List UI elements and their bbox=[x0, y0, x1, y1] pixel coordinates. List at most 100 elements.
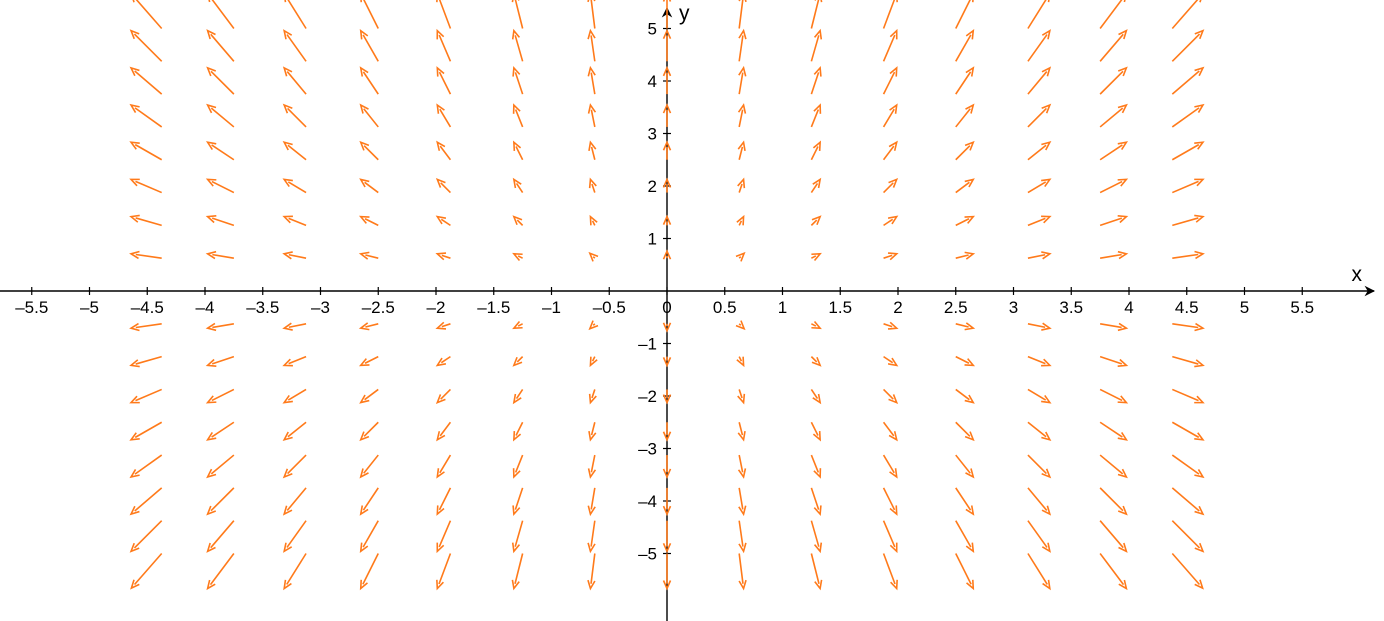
vector-arrow bbox=[739, 455, 742, 472]
vector-arrow bbox=[739, 257, 741, 259]
vector-arrow bbox=[1028, 422, 1046, 437]
vector-arrow bbox=[811, 35, 818, 61]
vector-arrow bbox=[1028, 108, 1046, 126]
vector-arrow bbox=[956, 72, 971, 94]
vector-arrow bbox=[365, 182, 379, 192]
vector-arrow bbox=[211, 71, 234, 94]
vector-arrow bbox=[739, 221, 741, 225]
vector-arrow bbox=[440, 455, 451, 473]
vector-arrow bbox=[884, 455, 895, 473]
vector-arrow bbox=[363, 521, 378, 547]
x-tick-label: 3.5 bbox=[1059, 298, 1083, 317]
vector-arrow bbox=[593, 324, 595, 326]
vector-arrow bbox=[212, 145, 234, 160]
vector-arrow bbox=[1028, 521, 1047, 548]
vector-arrow bbox=[211, 108, 234, 127]
x-tick-label: –3 bbox=[311, 298, 330, 317]
vector-arrow bbox=[884, 219, 893, 225]
vector-arrow bbox=[1100, 357, 1122, 364]
vector-arrow bbox=[1172, 324, 1198, 328]
vector-arrow bbox=[1028, 488, 1047, 511]
vector-arrow bbox=[515, 554, 523, 584]
vector-arrow bbox=[884, 389, 894, 399]
y-tick-label: –4 bbox=[638, 492, 657, 511]
y-tick-label: 3 bbox=[648, 125, 657, 144]
vector-arrow bbox=[439, 521, 450, 547]
vector-arrow bbox=[1100, 488, 1123, 511]
vector-arrow bbox=[518, 324, 522, 326]
vector-arrow bbox=[517, 183, 523, 192]
vector-arrow bbox=[364, 109, 379, 127]
vector-arrow bbox=[135, 389, 161, 400]
vector-arrow bbox=[365, 324, 378, 327]
vector-arrow bbox=[441, 357, 450, 363]
vector-arrow bbox=[1172, 34, 1199, 61]
x-tick-label: 2.5 bbox=[944, 298, 968, 317]
x-tick-label: –5 bbox=[80, 298, 99, 317]
vector-arrow bbox=[811, 554, 819, 584]
vector-arrow bbox=[515, 35, 522, 61]
vector-arrow bbox=[1100, 389, 1122, 400]
x-tick-label: 5.5 bbox=[1290, 298, 1314, 317]
vector-arrow bbox=[592, 389, 595, 398]
vector-arrow bbox=[516, 455, 523, 472]
y-tick-label: –2 bbox=[638, 387, 657, 406]
vector-arrow bbox=[956, 554, 971, 585]
y-tick-label: 1 bbox=[648, 230, 657, 249]
x-tick-label: –2 bbox=[427, 298, 446, 317]
vector-arrow bbox=[1172, 422, 1198, 437]
vector-arrow bbox=[515, 0, 523, 28]
vector-arrow bbox=[363, 488, 378, 510]
vector-arrow bbox=[811, 422, 818, 435]
vector-arrow bbox=[1028, 0, 1047, 28]
vector-arrow bbox=[136, 254, 162, 258]
vector-arrow bbox=[739, 488, 743, 510]
vector-arrow bbox=[811, 488, 818, 510]
vector-arrow bbox=[1100, 71, 1123, 94]
vector-arrow bbox=[439, 488, 450, 510]
vector-arrow bbox=[811, 455, 818, 472]
vector-arrow bbox=[439, 72, 450, 94]
vector-arrow bbox=[884, 35, 895, 61]
vector-arrow bbox=[364, 455, 379, 473]
vector-arrow bbox=[287, 72, 306, 95]
vector-arrow bbox=[739, 147, 742, 160]
y-tick-label: 4 bbox=[648, 72, 657, 91]
vector-arrow bbox=[591, 554, 595, 584]
vector-arrow bbox=[811, 256, 815, 258]
vector-arrow bbox=[135, 0, 162, 29]
vector-arrow bbox=[884, 324, 893, 327]
vector-arrow bbox=[135, 108, 162, 127]
vector-arrow bbox=[518, 256, 522, 258]
vector-arrow bbox=[212, 255, 234, 259]
vector-arrow bbox=[1028, 182, 1046, 193]
vector-arrow bbox=[1172, 218, 1198, 225]
vector-arrow bbox=[439, 0, 450, 28]
vector-arrow bbox=[442, 255, 451, 258]
vector-arrow bbox=[956, 219, 969, 226]
vector-arrow bbox=[956, 109, 971, 127]
x-tick-label: –1.5 bbox=[477, 298, 510, 317]
vector-arrow bbox=[956, 389, 970, 399]
vector-field-chart: xy–5.5–5–4.5–4–3.5–3–2.5–2–1.5–1–0.500.5… bbox=[0, 0, 1384, 621]
x-tick-label: –4.5 bbox=[131, 298, 164, 317]
vector-arrow bbox=[591, 488, 595, 510]
vector-arrow bbox=[956, 455, 971, 473]
vector-arrow bbox=[135, 181, 161, 192]
vector-arrow bbox=[1100, 108, 1123, 127]
vector-arrow bbox=[288, 455, 306, 473]
vector-arrow bbox=[739, 554, 743, 584]
vector-arrow bbox=[593, 257, 595, 259]
vector-arrow bbox=[135, 422, 161, 437]
vector-arrow bbox=[212, 357, 234, 364]
vector-arrow bbox=[1028, 455, 1046, 473]
vector-arrow bbox=[442, 324, 451, 327]
vector-arrow bbox=[1100, 255, 1122, 259]
vector-arrow bbox=[288, 182, 306, 193]
vector-arrow bbox=[1028, 554, 1047, 585]
vector-arrow bbox=[884, 357, 893, 363]
x-tick-label: 5 bbox=[1240, 298, 1249, 317]
vector-arrow bbox=[1028, 72, 1047, 95]
vector-arrow bbox=[287, 554, 306, 585]
x-tick-label: –1 bbox=[542, 298, 561, 317]
